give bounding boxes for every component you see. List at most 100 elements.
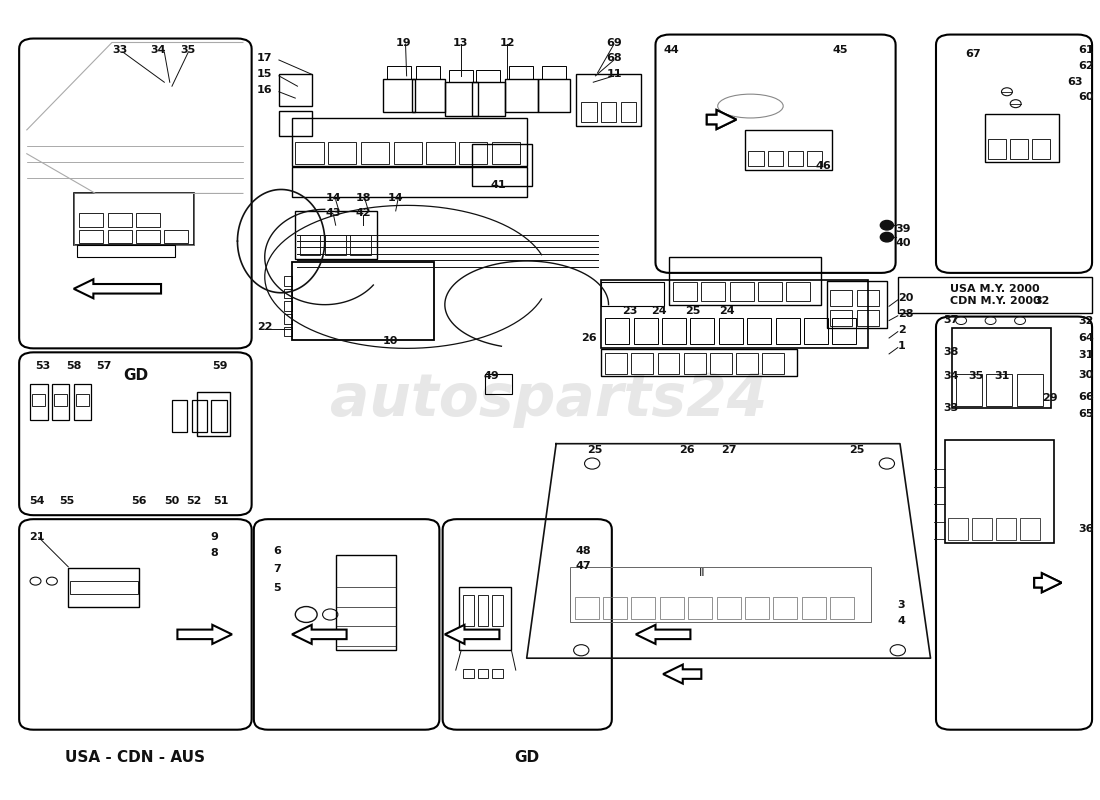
Bar xyxy=(601,349,798,376)
Bar xyxy=(1016,374,1043,406)
Polygon shape xyxy=(444,625,499,644)
Bar xyxy=(76,394,89,406)
Text: 35: 35 xyxy=(969,371,984,381)
Text: 30: 30 xyxy=(1078,370,1093,379)
Text: GD: GD xyxy=(515,750,540,765)
Bar xyxy=(136,230,160,242)
Bar xyxy=(833,318,856,343)
Text: 68: 68 xyxy=(606,54,621,63)
Text: 25: 25 xyxy=(685,306,701,316)
Text: 26: 26 xyxy=(680,445,695,455)
Bar xyxy=(857,310,879,326)
Bar xyxy=(136,213,160,227)
Text: 61: 61 xyxy=(1078,46,1093,55)
Polygon shape xyxy=(707,110,736,129)
Text: 10: 10 xyxy=(383,336,398,346)
Bar xyxy=(68,569,140,606)
Text: 54: 54 xyxy=(29,496,44,506)
Text: 44: 44 xyxy=(663,46,679,55)
Text: 40: 40 xyxy=(895,238,911,249)
Polygon shape xyxy=(636,625,691,644)
Text: 23: 23 xyxy=(621,306,637,316)
Text: 1: 1 xyxy=(898,341,905,351)
Text: 32: 32 xyxy=(1034,297,1049,306)
Bar xyxy=(773,597,798,619)
Bar xyxy=(691,318,714,343)
Bar xyxy=(718,318,743,343)
Text: 9: 9 xyxy=(210,533,218,542)
Text: 24: 24 xyxy=(718,306,735,316)
Bar xyxy=(394,142,422,164)
Bar xyxy=(485,374,513,394)
Bar xyxy=(575,74,641,126)
Bar xyxy=(191,400,207,432)
Bar xyxy=(601,282,664,306)
Bar xyxy=(509,66,534,79)
Bar xyxy=(444,82,477,115)
Text: 15: 15 xyxy=(257,70,273,79)
Text: autosparts24: autosparts24 xyxy=(330,371,767,429)
Text: 36: 36 xyxy=(1078,525,1093,534)
Bar xyxy=(492,142,520,164)
Bar xyxy=(1032,139,1049,159)
Text: 5: 5 xyxy=(274,583,282,594)
Bar xyxy=(324,234,345,254)
Bar xyxy=(634,318,658,343)
Text: 8: 8 xyxy=(210,547,218,558)
Bar xyxy=(197,392,230,436)
Bar xyxy=(79,213,103,227)
Bar xyxy=(279,111,311,136)
Bar xyxy=(953,329,1050,408)
Bar xyxy=(631,353,653,374)
Bar xyxy=(463,594,474,626)
Bar xyxy=(729,282,754,302)
Bar xyxy=(538,79,570,113)
Text: 42: 42 xyxy=(355,208,371,218)
Bar xyxy=(1020,518,1040,540)
Bar xyxy=(605,353,627,374)
Bar xyxy=(987,374,1012,406)
Text: 11: 11 xyxy=(606,70,621,79)
Text: 6: 6 xyxy=(274,546,282,556)
Text: 13: 13 xyxy=(452,38,468,47)
Text: 7: 7 xyxy=(274,564,282,574)
Text: 57: 57 xyxy=(97,361,112,371)
Bar xyxy=(788,150,803,166)
Bar xyxy=(30,384,47,420)
Bar xyxy=(477,594,488,626)
Text: 25: 25 xyxy=(849,445,865,455)
Bar xyxy=(361,142,389,164)
Bar xyxy=(898,277,1092,313)
Bar xyxy=(295,142,323,164)
Bar xyxy=(477,669,488,678)
Bar xyxy=(79,230,103,242)
Bar xyxy=(945,440,1054,543)
Bar xyxy=(601,102,616,122)
Text: 2: 2 xyxy=(898,325,905,335)
Bar xyxy=(492,594,503,626)
Bar xyxy=(54,394,67,406)
Bar xyxy=(476,70,501,82)
Bar xyxy=(660,597,684,619)
Text: 69: 69 xyxy=(606,38,623,47)
Text: 41: 41 xyxy=(491,181,506,190)
Polygon shape xyxy=(707,110,736,129)
Bar xyxy=(164,230,188,242)
Bar xyxy=(459,586,512,650)
Text: 47: 47 xyxy=(575,561,592,571)
Polygon shape xyxy=(292,625,346,644)
Text: 32: 32 xyxy=(1078,315,1093,326)
Bar xyxy=(748,150,763,166)
Text: 21: 21 xyxy=(29,533,44,542)
Bar xyxy=(581,102,596,122)
Text: 53: 53 xyxy=(35,361,51,371)
Bar xyxy=(857,290,879,306)
Polygon shape xyxy=(177,625,232,644)
Bar xyxy=(574,597,598,619)
Text: 34: 34 xyxy=(150,46,166,55)
Bar xyxy=(492,669,503,678)
Bar xyxy=(472,82,505,115)
Text: 59: 59 xyxy=(212,361,228,371)
Text: 25: 25 xyxy=(586,445,602,455)
Text: 50: 50 xyxy=(164,496,179,506)
